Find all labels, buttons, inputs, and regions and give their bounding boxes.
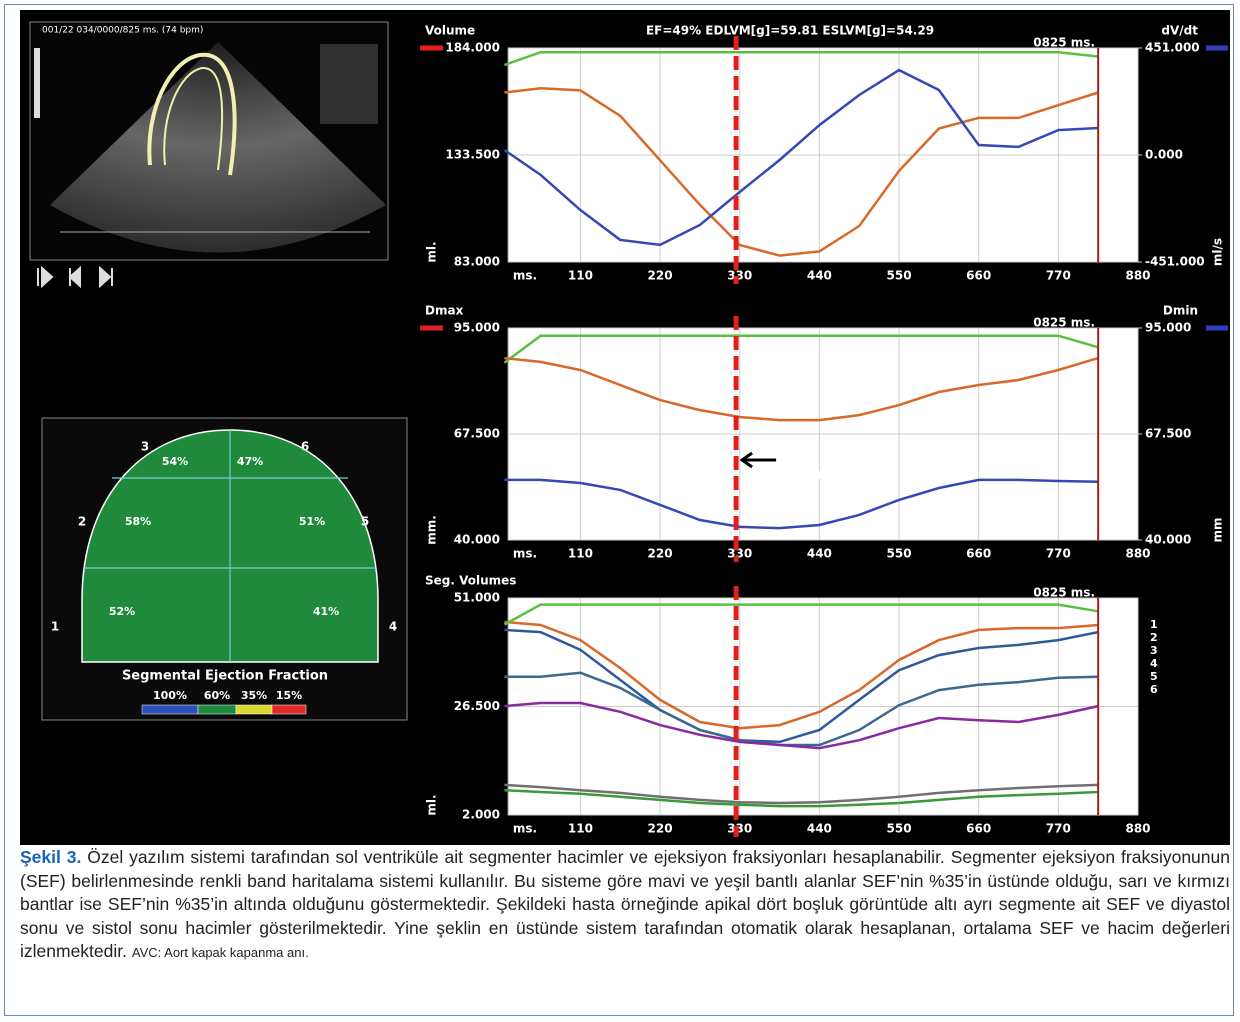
cursor-label: 0825 ms. bbox=[1033, 586, 1095, 600]
x-tick-label: 330 bbox=[727, 822, 752, 836]
x-tick-label: 660 bbox=[966, 822, 991, 836]
page: 001/22 034/0000/825 ms. (74 bpm) Segment… bbox=[0, 0, 1240, 1022]
ultrasound-info bbox=[320, 44, 378, 124]
y-tick-label: 51.000 bbox=[454, 591, 500, 605]
x-tick-label: 660 bbox=[966, 547, 991, 561]
scale-label: 60% bbox=[204, 689, 230, 702]
scale-label: 15% bbox=[276, 689, 302, 702]
segment-map-title: Segmental Ejection Fraction bbox=[122, 669, 328, 684]
x-tick-label: 440 bbox=[807, 269, 832, 283]
x-tick-label: 880 bbox=[1125, 547, 1150, 561]
x-tick-label: 440 bbox=[807, 822, 832, 836]
x-tick-label: 330 bbox=[727, 547, 752, 561]
cursor-label: 0825 ms. bbox=[1033, 36, 1095, 50]
legend-label: 3 bbox=[1150, 644, 1158, 657]
x-tick-label: 110 bbox=[568, 269, 593, 283]
y2-title: dV/dt bbox=[1161, 24, 1198, 38]
scale-label: 100% bbox=[153, 689, 187, 702]
y2-tick-label: 67.500 bbox=[1145, 427, 1191, 441]
x-tick-label: 770 bbox=[1046, 547, 1071, 561]
legend-label: 1 bbox=[1150, 618, 1158, 631]
x-tick-label: 550 bbox=[887, 547, 912, 561]
y2-tick-label: -451.000 bbox=[1145, 255, 1205, 269]
x-tick-label: 110 bbox=[568, 547, 593, 561]
segment-value: 41% bbox=[313, 605, 339, 618]
y-tick-label: 67.500 bbox=[454, 427, 500, 441]
x-tick-label: 220 bbox=[648, 269, 673, 283]
y2-tick-label: 0.000 bbox=[1145, 148, 1183, 162]
gray-scale bbox=[34, 48, 40, 118]
caption-note: AVC: Aort kapak kapanma anı. bbox=[132, 945, 309, 960]
chart-title: Dmax bbox=[425, 304, 464, 318]
segment-value: 58% bbox=[125, 515, 151, 528]
y2-axis-label: mm bbox=[1211, 517, 1225, 542]
segment-value: 51% bbox=[299, 515, 325, 528]
x-tick-label: 220 bbox=[648, 547, 673, 561]
x-tick-label: 880 bbox=[1125, 269, 1150, 283]
legend-label: 4 bbox=[1150, 657, 1158, 670]
y-tick-label: 95.000 bbox=[454, 321, 500, 335]
y-tick-label: 2.000 bbox=[462, 808, 500, 822]
y-tick-label: 26.500 bbox=[454, 699, 500, 713]
scale-swatch bbox=[236, 705, 272, 714]
y-axis-label: ml. bbox=[425, 794, 439, 815]
x-tick-label: 330 bbox=[727, 269, 752, 283]
x-axis-label: ms. bbox=[513, 547, 537, 561]
segment-value: 52% bbox=[109, 605, 135, 618]
x-tick-label: 770 bbox=[1046, 822, 1071, 836]
caption-label: Şekil 3. bbox=[20, 847, 81, 867]
chart-header: EF=49% EDLVM[g]=59.81 ESLVM[g]=54.29 bbox=[646, 24, 934, 38]
x-axis-label: ms. bbox=[513, 822, 537, 836]
legend-label: 2 bbox=[1150, 631, 1158, 644]
chart-title: Seg. Volumes bbox=[425, 574, 516, 588]
segment-number: 2 bbox=[78, 515, 86, 529]
cursor-label: 0825 ms. bbox=[1033, 316, 1095, 330]
y-tick-label: 40.000 bbox=[454, 533, 500, 547]
scale-swatch bbox=[142, 705, 198, 714]
y2-title: Dmin bbox=[1163, 304, 1198, 318]
y2-axis-label: ml/s bbox=[1211, 238, 1225, 266]
caption-text: Özel yazılım sistemi tarafından sol vent… bbox=[20, 847, 1230, 961]
segment-number: 5 bbox=[361, 515, 369, 529]
y-tick-label: 184.000 bbox=[445, 41, 500, 55]
x-tick-label: 550 bbox=[887, 822, 912, 836]
y2-tick-label: 451.000 bbox=[1145, 41, 1200, 55]
segment-value: 47% bbox=[237, 455, 263, 468]
y-tick-label: 83.000 bbox=[454, 255, 500, 269]
scale-label: 35% bbox=[241, 689, 267, 702]
x-tick-label: 550 bbox=[887, 269, 912, 283]
annotation: AVC bbox=[798, 463, 838, 484]
x-axis-label: ms. bbox=[513, 269, 537, 283]
scale-swatch bbox=[272, 705, 306, 714]
scale-swatch bbox=[198, 705, 236, 714]
chart-title: Volume bbox=[425, 24, 475, 38]
x-tick-label: 440 bbox=[807, 547, 832, 561]
segment-value: 54% bbox=[162, 455, 188, 468]
y-tick-label: 133.500 bbox=[445, 148, 500, 162]
segment-number: 6 bbox=[301, 440, 309, 454]
y-axis-label: ml. bbox=[425, 241, 439, 262]
segment-number: 4 bbox=[389, 620, 397, 634]
y2-tick-label: 40.000 bbox=[1145, 533, 1191, 547]
x-tick-label: 880 bbox=[1125, 822, 1150, 836]
x-tick-label: 110 bbox=[568, 822, 593, 836]
segment-number: 1 bbox=[51, 620, 59, 634]
caption: Şekil 3. Özel yazılım sistemi tarafından… bbox=[20, 846, 1230, 965]
legend-label: 6 bbox=[1150, 683, 1158, 696]
legend-label: 5 bbox=[1150, 670, 1158, 683]
x-tick-label: 660 bbox=[966, 269, 991, 283]
y2-tick-label: 95.000 bbox=[1145, 321, 1191, 335]
figure: 001/22 034/0000/825 ms. (74 bpm) Segment… bbox=[0, 0, 1240, 845]
ultrasound-header: 001/22 034/0000/825 ms. (74 bpm) bbox=[42, 26, 203, 36]
x-tick-label: 770 bbox=[1046, 269, 1071, 283]
segment-number: 3 bbox=[141, 440, 149, 454]
y-axis-label: mm. bbox=[425, 515, 439, 545]
x-tick-label: 220 bbox=[648, 822, 673, 836]
